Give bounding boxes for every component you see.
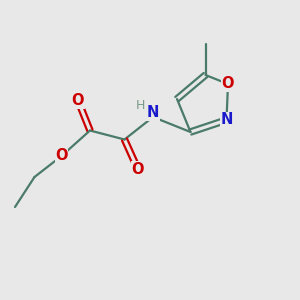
Text: H: H (136, 99, 145, 112)
Text: N: N (147, 105, 159, 120)
Text: O: O (222, 76, 234, 92)
Text: O: O (55, 148, 68, 164)
Text: O: O (132, 162, 144, 177)
Text: N: N (220, 112, 233, 128)
Text: O: O (72, 93, 84, 108)
